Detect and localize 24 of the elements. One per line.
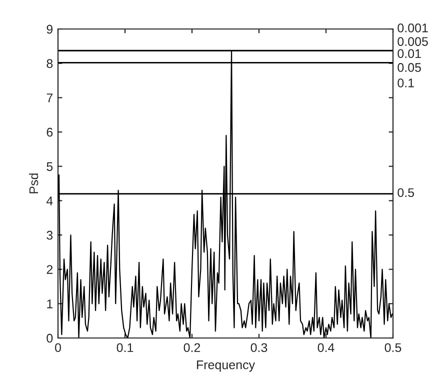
x-axis-title: Frequency — [197, 360, 256, 372]
x-tick-label: 0.2 — [184, 343, 200, 352]
x-tick-label: 0.1 — [116, 343, 134, 352]
y-tick-label: 2 — [46, 265, 53, 274]
text: 0.01 — [398, 49, 421, 58]
y-tick-label: 4 — [46, 196, 53, 206]
y-tick-label: 6 — [46, 128, 53, 137]
y-tick-label: 8 — [46, 59, 53, 68]
text: 0.005 — [398, 37, 428, 46]
text: 0.05 — [398, 63, 421, 72]
x-tick-label: 0.5 — [384, 343, 402, 352]
y-tick-label: 3 — [46, 230, 53, 240]
text: 0.001 — [398, 24, 428, 32]
y-tick-label: 0 — [46, 334, 53, 343]
text: 0.1 — [398, 78, 414, 88]
y-tick-label: 7 — [46, 94, 53, 102]
y-tick-label: 9 — [46, 24, 53, 34]
x-tick-label: 0.3 — [250, 343, 268, 352]
x-tick-label: 0.4 — [318, 343, 334, 352]
x-tick-label: 0 — [55, 343, 61, 352]
text: 0.5 — [398, 188, 414, 198]
y-tick-label: 1 — [47, 300, 53, 308]
y-tick-label: 5 — [46, 162, 53, 171]
y-axis-title: Psd — [28, 174, 38, 194]
